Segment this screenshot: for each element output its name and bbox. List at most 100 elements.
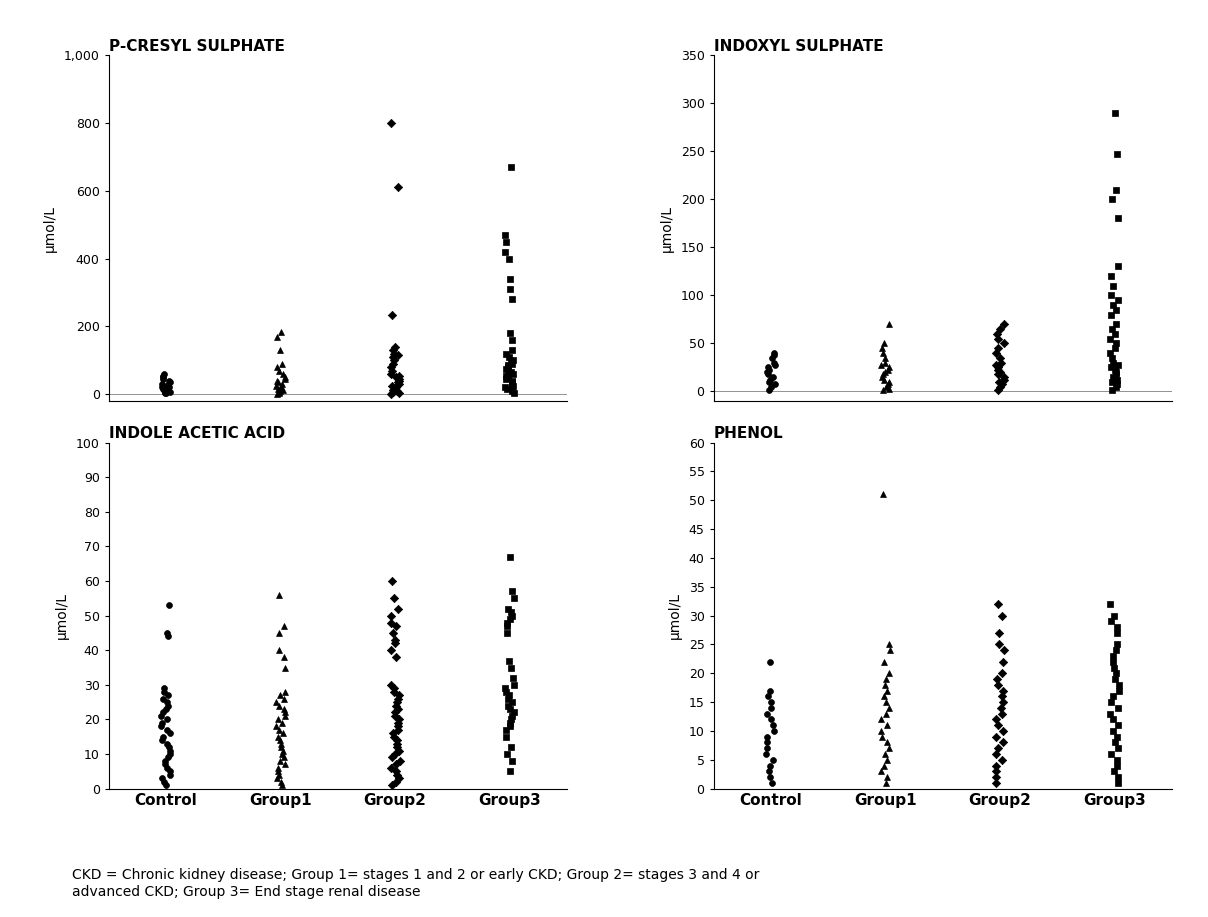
Text: INDOLE ACETIC ACID: INDOLE ACETIC ACID — [109, 426, 285, 441]
Point — [152, 715, 172, 730]
Point — [503, 375, 522, 390]
Point — [763, 355, 783, 370]
Point — [275, 660, 295, 675]
Point — [388, 736, 407, 751]
Y-axis label: μmol/L: μmol/L — [668, 592, 681, 639]
Point — [382, 116, 401, 130]
Point — [1107, 643, 1126, 657]
Point — [878, 376, 898, 391]
Point — [501, 605, 521, 620]
Point — [879, 701, 899, 715]
Text: INDOXYL SULPHATE: INDOXYL SULPHATE — [714, 39, 883, 54]
Point — [1105, 735, 1125, 750]
Point — [875, 689, 894, 703]
Point — [873, 487, 893, 502]
Point — [496, 361, 516, 376]
Point — [988, 360, 1007, 375]
Point — [387, 383, 406, 398]
Point — [275, 371, 295, 386]
Point — [384, 591, 403, 605]
Point — [153, 774, 173, 789]
Point — [389, 713, 408, 727]
Point — [383, 349, 402, 364]
Point — [388, 733, 407, 747]
Point — [987, 713, 1006, 727]
Point — [992, 376, 1011, 391]
Point — [153, 381, 173, 395]
Y-axis label: μmol/L: μmol/L — [660, 204, 674, 251]
Point — [385, 636, 405, 651]
Point — [1102, 746, 1121, 761]
Point — [873, 346, 893, 360]
Point — [388, 695, 407, 710]
Point — [275, 370, 295, 384]
Point — [500, 326, 519, 340]
Text: P-CRESYL SULPHATE: P-CRESYL SULPHATE — [109, 39, 285, 54]
Point — [877, 695, 896, 710]
Point — [157, 385, 176, 400]
Point — [268, 713, 288, 727]
Point — [503, 670, 522, 685]
Point — [1104, 713, 1123, 727]
Point — [268, 375, 288, 390]
Point — [1105, 363, 1125, 378]
Point — [496, 684, 516, 699]
Point — [1109, 701, 1128, 715]
Point — [987, 746, 1006, 761]
Point — [877, 735, 896, 750]
Point — [1103, 192, 1122, 206]
Point — [155, 757, 174, 772]
Point — [383, 379, 402, 393]
Point — [158, 713, 178, 727]
Point — [495, 681, 515, 696]
Point — [765, 724, 784, 738]
Point — [993, 655, 1012, 669]
Point — [382, 307, 401, 322]
Point — [504, 678, 523, 692]
Point — [760, 758, 779, 773]
Point — [986, 346, 1005, 360]
Point — [500, 282, 519, 296]
Point — [274, 702, 294, 716]
Point — [1100, 706, 1120, 721]
Point — [271, 325, 290, 339]
Point — [1100, 360, 1120, 375]
Point — [992, 701, 1011, 715]
Point — [273, 357, 292, 371]
Point — [382, 359, 401, 374]
Point — [871, 358, 890, 372]
Point — [269, 723, 289, 737]
Point — [267, 359, 286, 374]
Point — [157, 379, 176, 393]
Point — [269, 698, 289, 713]
Point — [499, 653, 518, 668]
Point — [873, 367, 893, 381]
Point — [1107, 182, 1126, 197]
Point — [988, 718, 1007, 733]
Point — [1102, 350, 1121, 365]
Point — [272, 715, 291, 730]
Point — [275, 757, 295, 772]
Point — [1107, 367, 1126, 381]
Point — [871, 713, 890, 727]
Point — [267, 695, 286, 710]
Point — [495, 227, 515, 242]
Point — [272, 736, 291, 751]
Point — [384, 726, 403, 741]
Point — [879, 374, 899, 389]
Point — [1103, 279, 1122, 293]
Point — [496, 729, 516, 744]
Point — [383, 363, 402, 378]
Point — [388, 702, 407, 716]
Point — [988, 363, 1007, 378]
Point — [757, 741, 777, 756]
Point — [1108, 729, 1127, 744]
Point — [994, 370, 1014, 384]
Point — [158, 750, 178, 765]
Point — [389, 348, 408, 362]
Point — [1103, 355, 1122, 370]
Point — [765, 348, 784, 362]
Point — [153, 370, 173, 384]
Point — [757, 706, 777, 721]
Point — [1108, 358, 1127, 372]
